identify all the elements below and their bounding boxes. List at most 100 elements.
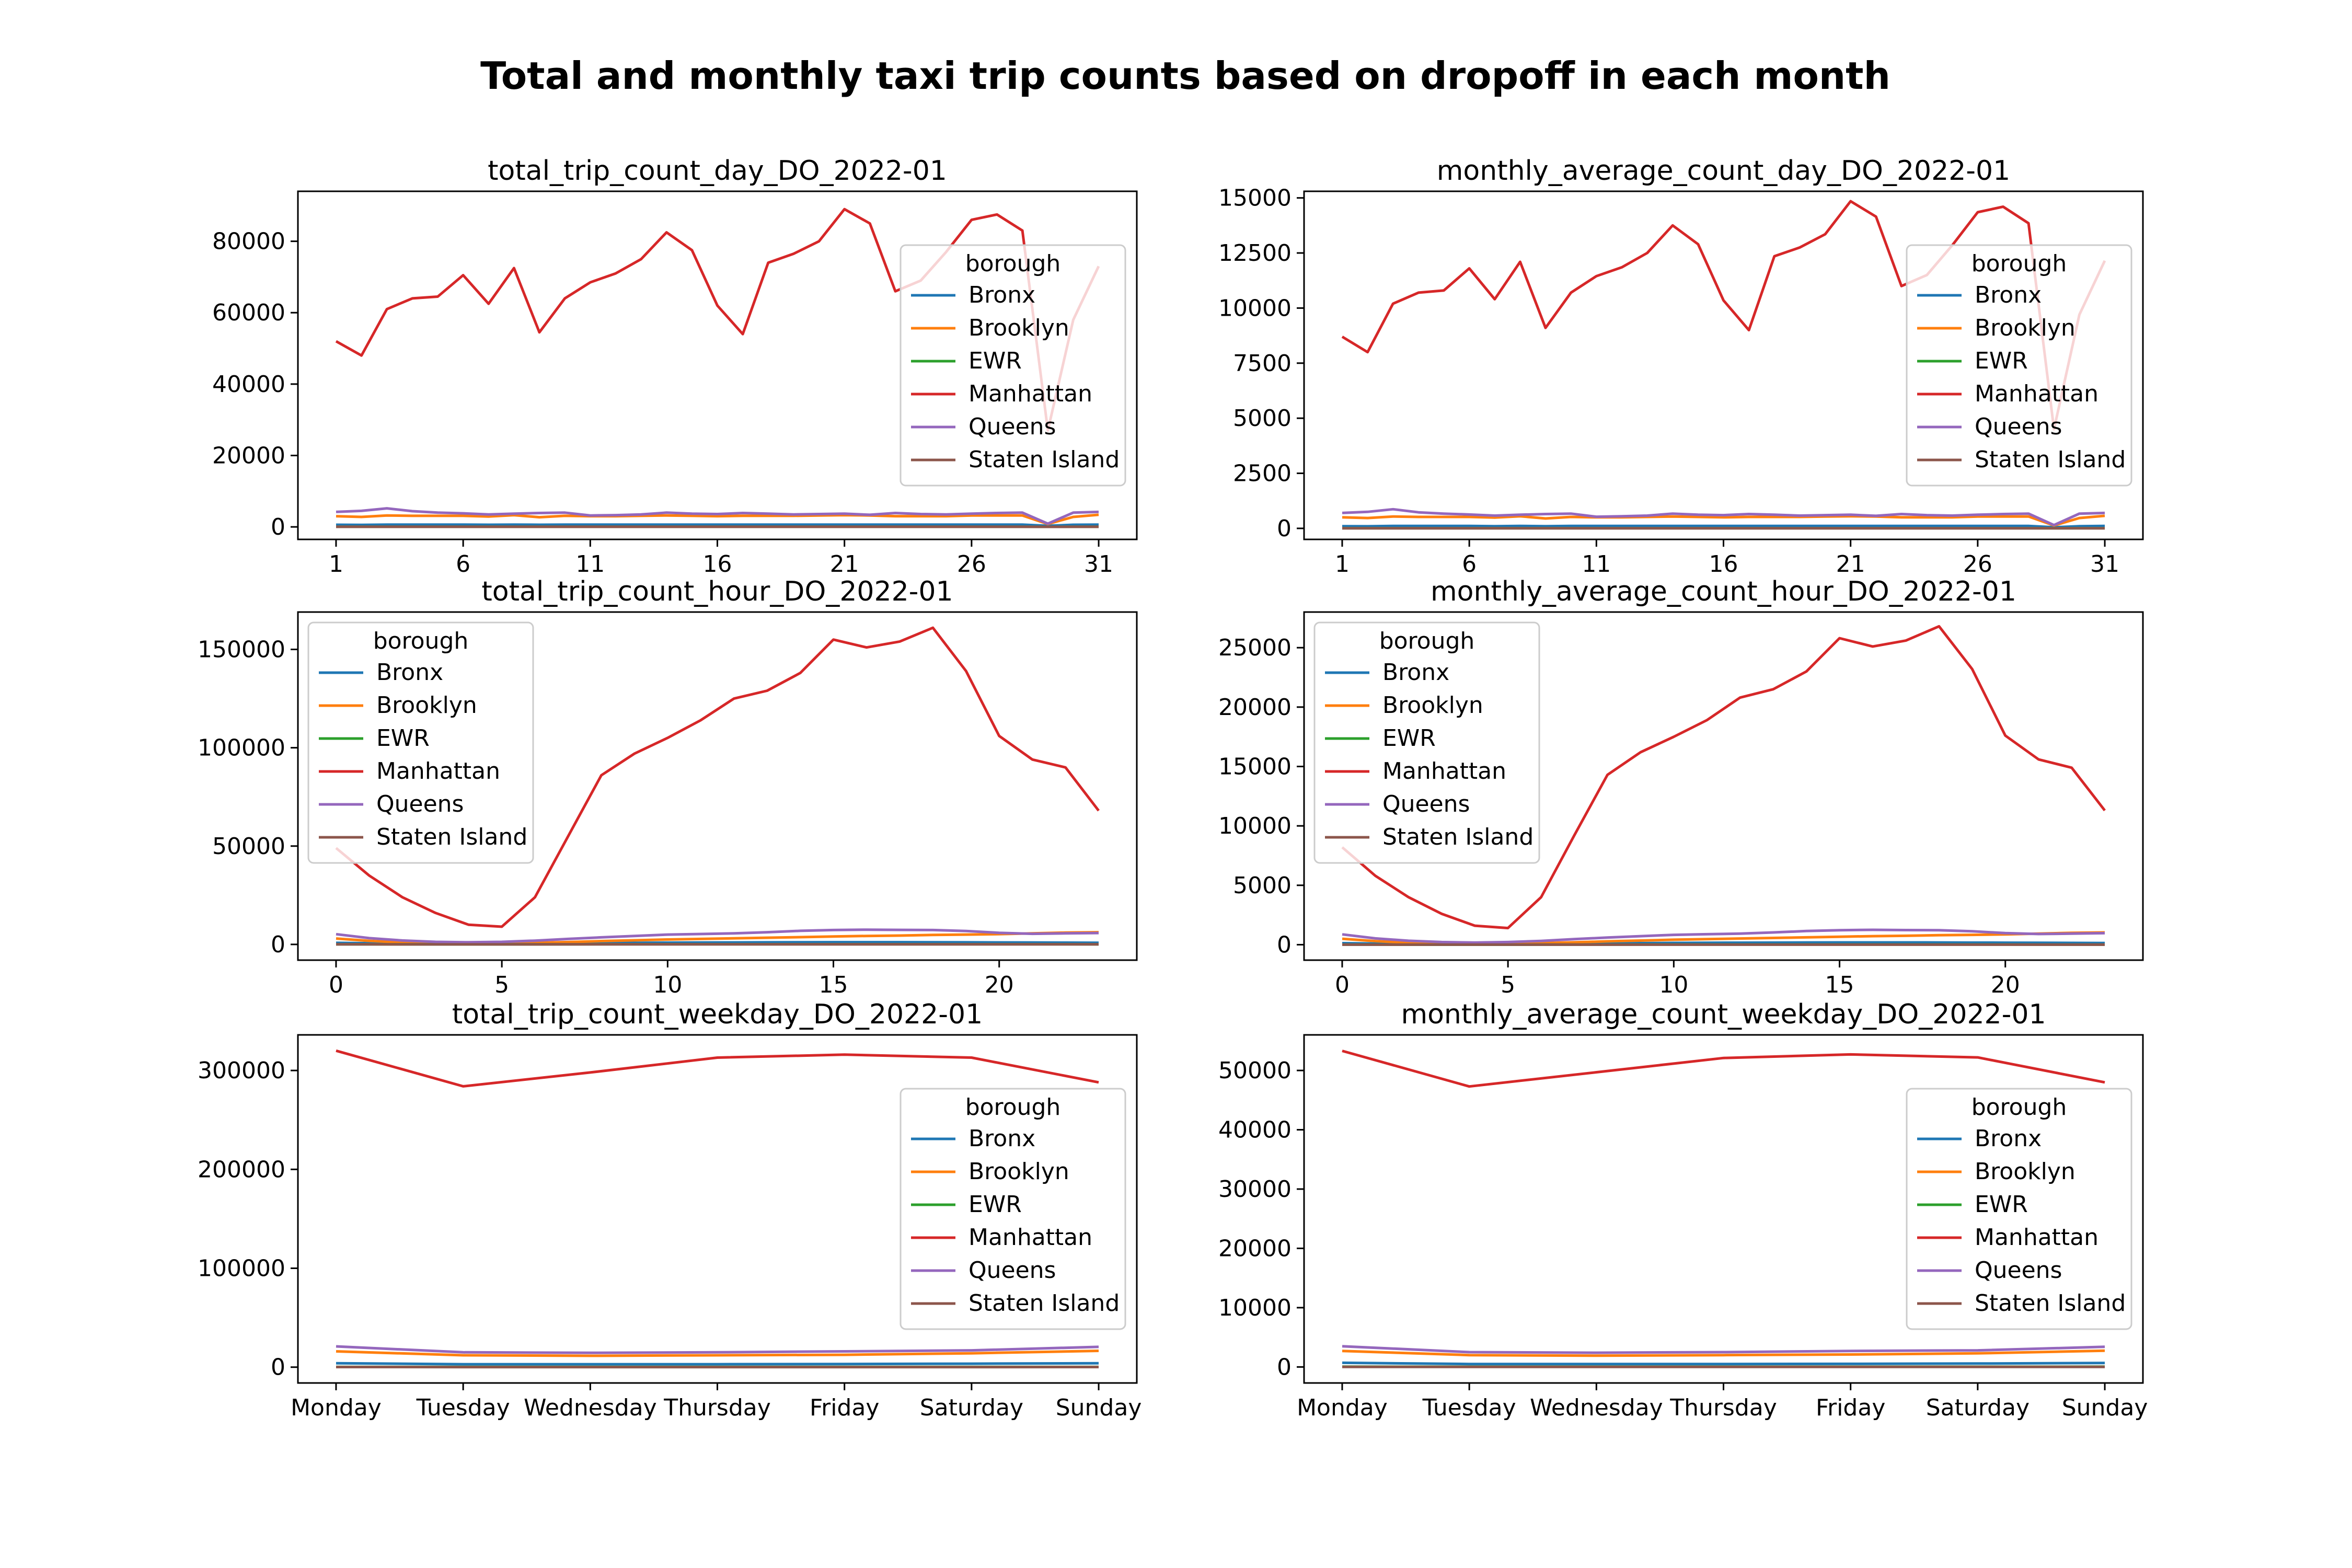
- x-tick-label: 11: [1582, 551, 1611, 578]
- x-tick-label: 0: [329, 972, 343, 998]
- subplot-title: total_trip_count_hour_DO_2022-01: [481, 576, 953, 607]
- x-tick-label: 31: [1084, 551, 1113, 578]
- legend-entry: Queens: [969, 1257, 1056, 1284]
- y-tick-label: 0: [271, 1354, 285, 1381]
- legend-entry: Manhattan: [1975, 1224, 2099, 1251]
- subplot-5: total_trip_count_weekday_DO_2022-01 Monda…: [198, 999, 1142, 1421]
- legend-box: [1906, 1088, 2132, 1330]
- x-tick-label: Monday: [1297, 1394, 1388, 1421]
- y-tick-label: 20000: [1218, 694, 1292, 721]
- legend-entry: Manhattan: [969, 381, 1092, 407]
- series-line-brooklyn: [1342, 514, 2105, 527]
- legend-entry: Bronx: [969, 282, 1035, 308]
- y-tick-label: 10000: [1218, 813, 1292, 839]
- x-tick-label: Saturday: [1926, 1394, 2030, 1421]
- y-tick-label: 5000: [1233, 405, 1292, 432]
- series-line-queens: [336, 928, 1099, 944]
- x-tick-label: 1: [1335, 551, 1350, 578]
- x-tick-label: Thursday: [663, 1394, 771, 1421]
- legend: borough Bronx Brooklyn EWR Manhattan Queens St…: [1906, 1088, 2132, 1330]
- series-line-brooklyn: [336, 513, 1099, 526]
- legend-title: borough: [965, 250, 1061, 277]
- legend-title: borough: [1379, 628, 1475, 654]
- series-line-manhattan: [336, 1049, 1099, 1088]
- y-tick-label: 15000: [1218, 753, 1292, 780]
- legend-box: [1906, 244, 2132, 487]
- x-tick-label: 6: [456, 551, 470, 578]
- legend-title: borough: [965, 1094, 1061, 1121]
- subplot-title: monthly_average_count_weekday_DO_2022-01: [1401, 999, 2046, 1030]
- subplot-3: total_trip_count_hour_DO_2022-01 0 5 10 15 20…: [198, 576, 1138, 998]
- y-tick-label: 15000: [1218, 185, 1292, 212]
- legend-entry: EWR: [376, 725, 430, 752]
- y-tick-label: 5000: [1233, 872, 1292, 899]
- legend-entry: Brooklyn: [969, 1158, 1069, 1185]
- legend-entry: Staten Island: [1975, 1290, 2126, 1317]
- legend-box: [1313, 621, 1540, 864]
- x-tick-label: 20: [1991, 972, 2020, 998]
- x-tick-label: Friday: [1816, 1394, 1885, 1421]
- y-tick-label: 300000: [198, 1057, 285, 1084]
- series-line-brooklyn: [1342, 1349, 2105, 1357]
- x-tick-label: Tuesday: [1422, 1394, 1516, 1421]
- y-tick-label: 100000: [198, 1255, 285, 1282]
- x-tick-label: Sunday: [2062, 1394, 2148, 1421]
- legend-entry: Bronx: [1975, 1125, 2042, 1152]
- legend: borough Bronx Brooklyn EWR Manhattan Queens St…: [1906, 244, 2132, 487]
- legend-entry: Manhattan: [969, 1224, 1092, 1251]
- figure-suptitle: Total and monthly taxi trip counts based…: [480, 54, 1890, 98]
- legend-entry: EWR: [1382, 725, 1436, 752]
- y-tick-label: 25000: [1218, 635, 1292, 661]
- legend-entry: Staten Island: [376, 824, 527, 850]
- legend-box: [900, 244, 1126, 487]
- legend-entry: Brooklyn: [376, 692, 477, 719]
- legend-entry: Queens: [1975, 1257, 2062, 1284]
- y-tick-label: 0: [1277, 931, 1292, 958]
- legend-box: [307, 621, 534, 864]
- legend: borough Bronx Brooklyn EWR Manhattan Queens St…: [307, 621, 534, 864]
- legend-entry: Brooklyn: [1975, 1158, 2076, 1185]
- legend-entry: Bronx: [1975, 282, 2042, 308]
- subplot-title: monthly_average_count_hour_DO_2022-01: [1431, 576, 2016, 607]
- x-tick-label: 10: [1659, 972, 1688, 998]
- series-line-bronx: [336, 523, 1099, 527]
- legend-entry: Queens: [376, 791, 464, 817]
- x-tick-label: Friday: [810, 1394, 879, 1421]
- x-tick-label: 16: [703, 551, 732, 578]
- x-tick-label: 16: [1709, 551, 1738, 578]
- y-tick-label: 20000: [212, 442, 285, 469]
- legend-entry: EWR: [1975, 1191, 2028, 1218]
- y-tick-label: 60000: [212, 299, 285, 326]
- legend-entry: EWR: [1975, 348, 2028, 374]
- y-tick-label: 10000: [1218, 1295, 1292, 1321]
- axes-frame: [297, 611, 1138, 961]
- legend-entry: Bronx: [376, 659, 443, 686]
- legend-entry: Manhattan: [1382, 758, 1506, 785]
- series-line-queens: [336, 507, 1099, 525]
- x-tick-label: Sunday: [1056, 1394, 1142, 1421]
- y-tick-label: 100000: [198, 735, 285, 762]
- legend-entry: Manhattan: [376, 758, 500, 785]
- y-tick-label: 40000: [1218, 1117, 1292, 1144]
- x-tick-label: 26: [1963, 551, 1992, 578]
- legend-entry: Bronx: [969, 1125, 1035, 1152]
- series-line-bronx: [336, 1362, 1099, 1366]
- y-tick-label: 50000: [1218, 1057, 1292, 1084]
- x-tick-label: 21: [830, 551, 859, 578]
- series-line-manhattan: [1341, 625, 2106, 930]
- x-tick-label: 6: [1462, 551, 1477, 578]
- y-tick-label: 0: [271, 931, 285, 958]
- series-line-manhattan: [1342, 1050, 2105, 1088]
- legend-entry: Manhattan: [1975, 381, 2099, 407]
- y-tick-label: 40000: [212, 371, 285, 398]
- series-line-queens: [1342, 928, 2105, 944]
- y-tick-label: 0: [271, 514, 285, 540]
- x-tick-label: 11: [575, 551, 605, 578]
- y-tick-label: 2500: [1233, 460, 1292, 487]
- y-tick-label: 150000: [198, 636, 285, 663]
- legend-entry: EWR: [969, 1191, 1022, 1218]
- subplot-1: total_trip_count_day_DO_2022-011 6 11 16 21 2…: [212, 155, 1138, 578]
- legend-title: borough: [373, 628, 469, 654]
- legend-entry: Staten Island: [1975, 446, 2126, 473]
